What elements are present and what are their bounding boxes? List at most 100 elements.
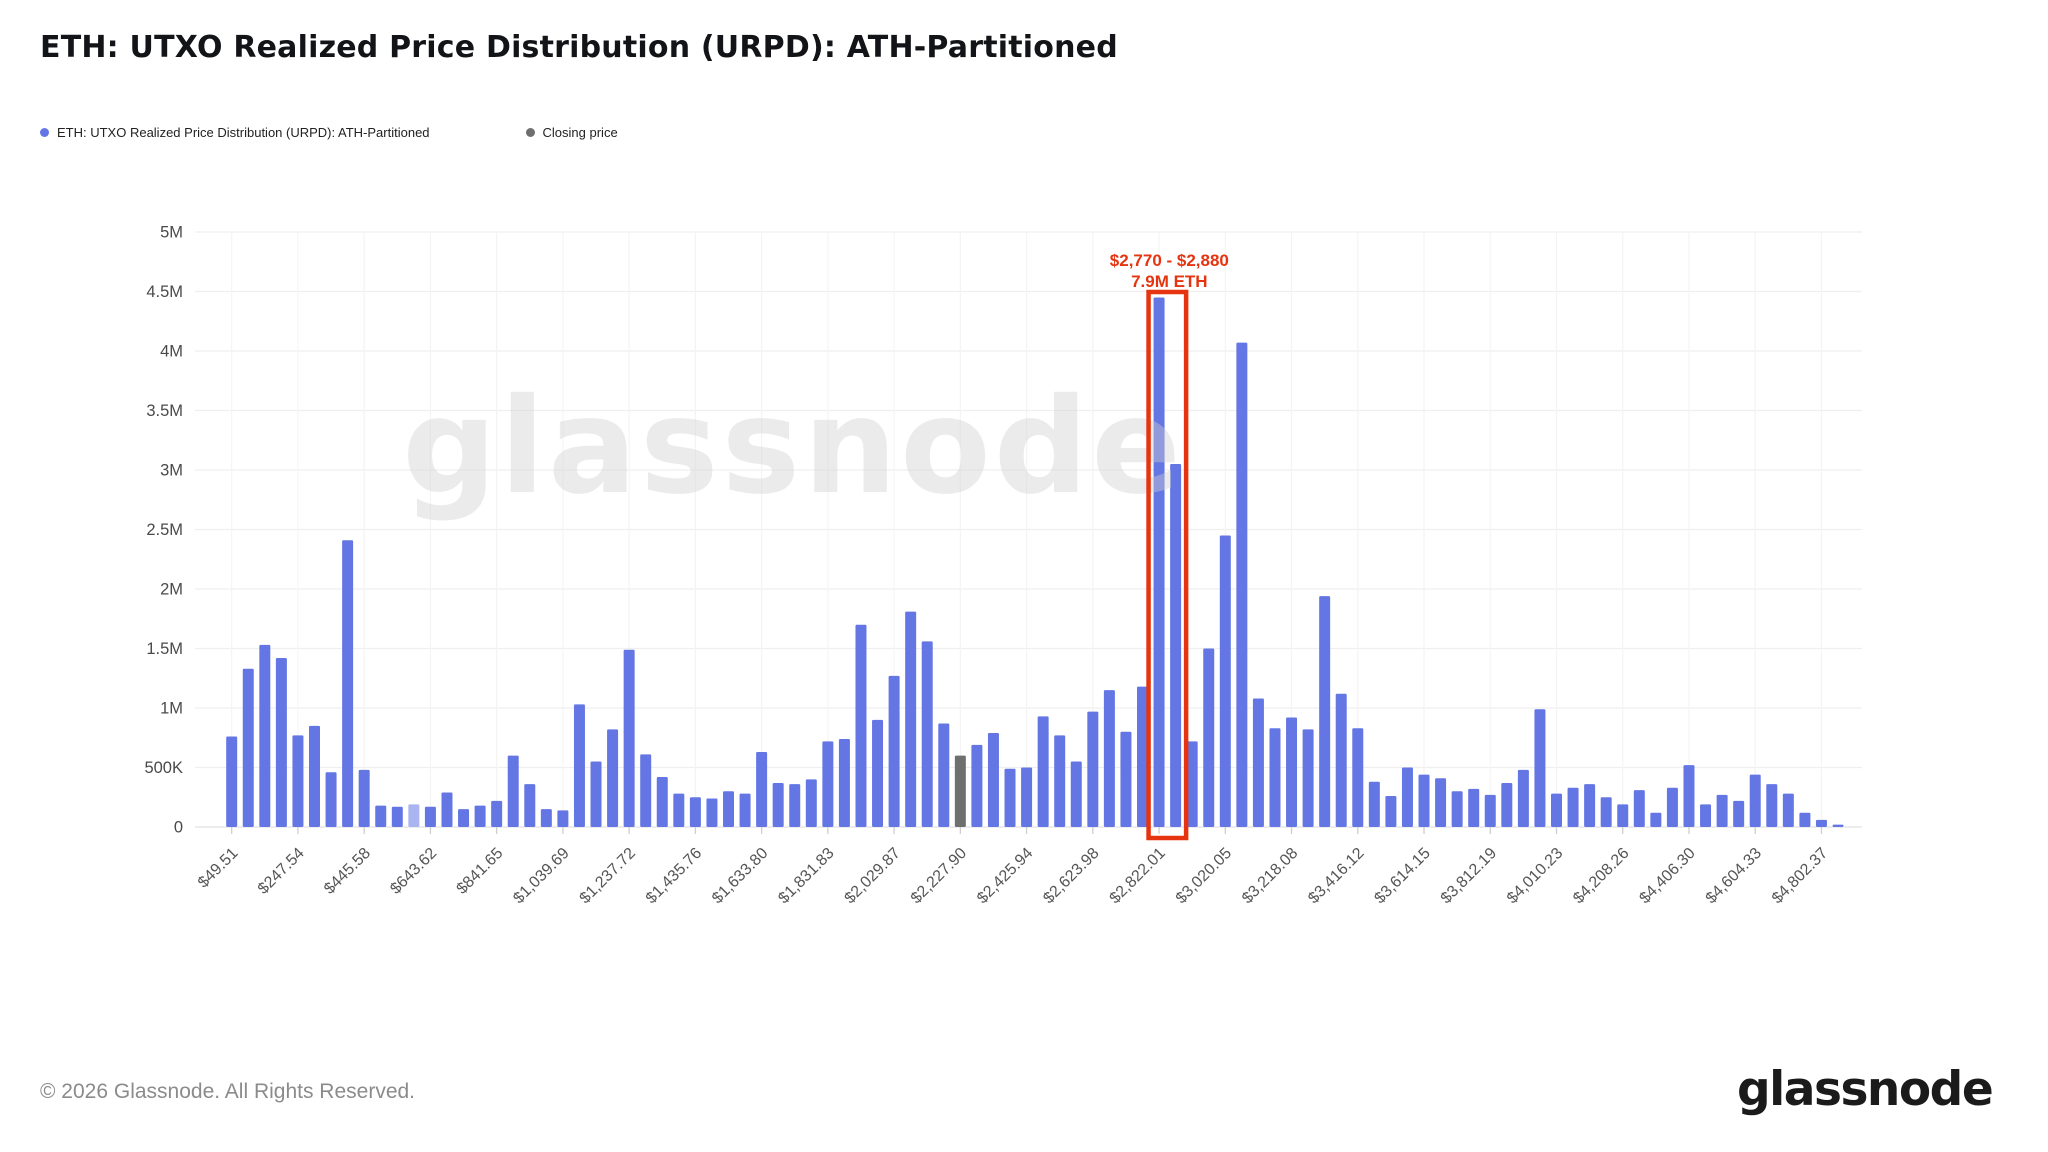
- urpd-bar[interactable]: [1435, 778, 1447, 827]
- urpd-bar[interactable]: [1815, 819, 1827, 827]
- legend-item-urpd[interactable]: ETH: UTXO Realized Price Distribution (U…: [40, 125, 430, 140]
- urpd-bar[interactable]: [987, 732, 999, 827]
- urpd-bar[interactable]: [706, 798, 718, 827]
- urpd-bar[interactable]: [1252, 698, 1264, 827]
- urpd-bar[interactable]: [1153, 297, 1165, 827]
- urpd-bar[interactable]: [573, 704, 585, 827]
- urpd-bar[interactable]: [723, 791, 734, 827]
- urpd-bar[interactable]: [1385, 796, 1397, 827]
- urpd-bar[interactable]: [938, 723, 950, 827]
- urpd-bar[interactable]: [1683, 765, 1695, 827]
- urpd-bar[interactable]: [1352, 728, 1364, 827]
- urpd-bar[interactable]: [226, 736, 238, 827]
- urpd-bar[interactable]: [391, 806, 403, 827]
- urpd-bar[interactable]: [259, 644, 271, 827]
- urpd-bar[interactable]: [275, 658, 287, 827]
- urpd-bar[interactable]: [590, 761, 602, 827]
- urpd-bar[interactable]: [1551, 793, 1562, 827]
- urpd-bar[interactable]: [1584, 784, 1596, 827]
- urpd-bar[interactable]: [1286, 717, 1298, 827]
- urpd-bar[interactable]: [1319, 596, 1331, 827]
- urpd-bar[interactable]: [1832, 824, 1844, 827]
- urpd-bar[interactable]: [1203, 648, 1215, 828]
- urpd-bar[interactable]: [1534, 709, 1546, 827]
- urpd-bar[interactable]: [872, 719, 884, 827]
- closing-price-bar[interactable]: [954, 755, 966, 827]
- urpd-bar[interactable]: [1517, 769, 1529, 827]
- urpd-bar[interactable]: [358, 769, 370, 827]
- urpd-bar[interactable]: [1103, 690, 1115, 827]
- urpd-bar[interactable]: [607, 729, 619, 827]
- urpd-bar[interactable]: [375, 805, 387, 827]
- urpd-bar[interactable]: [855, 624, 867, 827]
- urpd-bar[interactable]: [441, 792, 453, 827]
- urpd-bar[interactable]: [1600, 797, 1612, 827]
- urpd-bar[interactable]: [309, 725, 320, 827]
- urpd-bar[interactable]: [1749, 774, 1761, 827]
- urpd-bar[interactable]: [1004, 768, 1016, 827]
- urpd-bar[interactable]: [1451, 791, 1463, 827]
- urpd-bar[interactable]: [1700, 804, 1712, 827]
- urpd-bar[interactable]: [342, 540, 354, 827]
- urpd-bar[interactable]: [242, 668, 254, 827]
- urpd-bar[interactable]: [507, 755, 519, 827]
- urpd-bar[interactable]: [888, 675, 900, 827]
- urpd-bar[interactable]: [1137, 686, 1148, 827]
- urpd-bar[interactable]: [1782, 793, 1794, 827]
- urpd-bar[interactable]: [1021, 767, 1033, 828]
- urpd-bar[interactable]: [491, 800, 503, 827]
- urpd-bar[interactable]: [1633, 790, 1645, 827]
- urpd-bar[interactable]: [474, 805, 486, 827]
- urpd-bar[interactable]: [1617, 804, 1629, 827]
- urpd-bar[interactable]: [739, 793, 751, 827]
- urpd-bar[interactable]: [1766, 784, 1778, 827]
- urpd-bar[interactable]: [640, 754, 652, 827]
- urpd-bar[interactable]: [838, 738, 850, 827]
- urpd-bar[interactable]: [756, 752, 768, 827]
- urpd-bar[interactable]: [905, 611, 917, 827]
- urpd-bar[interactable]: [1186, 741, 1198, 827]
- urpd-bar[interactable]: [1484, 794, 1496, 827]
- urpd-bar[interactable]: [789, 784, 801, 827]
- urpd-bar[interactable]: [1799, 812, 1811, 827]
- urpd-bar[interactable]: [971, 744, 983, 827]
- urpd-bar[interactable]: [1650, 812, 1662, 827]
- urpd-bar[interactable]: [822, 741, 834, 827]
- urpd-bar[interactable]: [1468, 788, 1480, 827]
- urpd-bar[interactable]: [921, 641, 933, 827]
- urpd-bar[interactable]: [458, 809, 470, 827]
- urpd-bar[interactable]: [1418, 774, 1430, 827]
- urpd-bar[interactable]: [1368, 781, 1380, 827]
- urpd-bar[interactable]: [557, 810, 569, 827]
- urpd-bar[interactable]: [1170, 464, 1182, 827]
- urpd-bar[interactable]: [1716, 794, 1728, 827]
- urpd-bar-light[interactable]: [408, 804, 420, 827]
- urpd-bar[interactable]: [292, 735, 304, 827]
- urpd-bar[interactable]: [1236, 342, 1248, 827]
- urpd-bar[interactable]: [1219, 535, 1231, 827]
- urpd-bar[interactable]: [1037, 716, 1049, 827]
- urpd-bar[interactable]: [540, 809, 552, 827]
- urpd-bar[interactable]: [1070, 761, 1082, 827]
- legend-item-closing-price[interactable]: Closing price: [525, 125, 618, 140]
- urpd-bar[interactable]: [805, 779, 817, 827]
- urpd-bar[interactable]: [424, 806, 436, 827]
- urpd-bar[interactable]: [689, 797, 701, 827]
- urpd-bar[interactable]: [772, 782, 784, 827]
- urpd-bar[interactable]: [1120, 731, 1132, 827]
- urpd-bar[interactable]: [1666, 787, 1678, 827]
- urpd-bar[interactable]: [1567, 787, 1579, 827]
- urpd-bar[interactable]: [1335, 693, 1347, 827]
- urpd-bar[interactable]: [1401, 767, 1413, 828]
- urpd-bar[interactable]: [1269, 728, 1281, 827]
- urpd-bar[interactable]: [1054, 735, 1066, 827]
- urpd-bar[interactable]: [1501, 782, 1513, 827]
- urpd-bar[interactable]: [623, 649, 635, 827]
- urpd-bar[interactable]: [1733, 800, 1745, 827]
- urpd-bar[interactable]: [673, 793, 685, 827]
- urpd-bar[interactable]: [1302, 729, 1314, 827]
- urpd-bar[interactable]: [656, 777, 668, 827]
- urpd-bar[interactable]: [325, 772, 337, 827]
- urpd-bar[interactable]: [1087, 711, 1099, 827]
- urpd-bar[interactable]: [524, 784, 536, 827]
